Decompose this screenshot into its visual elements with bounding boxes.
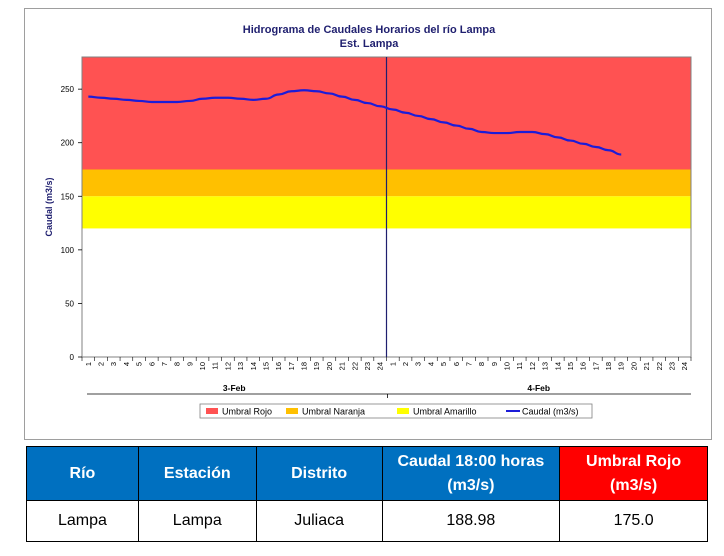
x-tick-label: 22 — [350, 362, 359, 370]
x-tick-label: 19 — [617, 362, 626, 370]
x-tick-label: 12 — [528, 362, 537, 370]
y-tick-label: 150 — [61, 192, 75, 201]
cell-umbral-rojo: 175.0 — [559, 500, 708, 542]
x-tick-label: 3 — [414, 362, 423, 366]
x-tick-label: 4 — [122, 362, 131, 366]
legend-swatch — [397, 408, 409, 414]
header-umbral-rojo: Umbral Rojo (m3/s) — [559, 446, 708, 501]
x-tick-label: 14 — [249, 362, 258, 370]
legend-swatch — [286, 408, 298, 414]
x-tick-label: 10 — [503, 362, 512, 370]
x-tick-label: 1 — [84, 362, 93, 366]
x-tick-label: 16 — [579, 362, 588, 370]
x-tick-label: 7 — [160, 362, 169, 366]
station-info-table: Río Estación Distrito Caudal 18:00 horas… — [26, 446, 708, 542]
legend-box — [199, 403, 593, 419]
x-tick-label: 17 — [591, 362, 600, 370]
series-line-caudal — [88, 89, 622, 156]
cell-estacion: Lampa — [137, 500, 257, 542]
x-tick-label: 5 — [135, 362, 144, 366]
y-tick-label: 0 — [70, 353, 75, 362]
x-tick-label: 22 — [655, 362, 664, 370]
x-tick-label: 8 — [477, 362, 486, 366]
x-tick-label: 20 — [629, 362, 638, 370]
cell-distrito: Juliaca — [255, 500, 383, 542]
legend-swatch — [206, 408, 218, 414]
x-tick-label: 6 — [452, 362, 461, 366]
legend-entry: Umbral Naranja — [302, 407, 365, 417]
y-tick-label: 50 — [65, 299, 74, 308]
table-row: Lampa Lampa Juliaca 188.98 175.0 — [26, 500, 708, 542]
x-tick-label: 1 — [388, 362, 397, 366]
x-tick-label: 9 — [185, 362, 194, 366]
x-tick-label: 20 — [325, 362, 334, 370]
x-tick-label: 24 — [376, 362, 385, 370]
x-tick-label: 9 — [490, 362, 499, 366]
x-tick-label: 21 — [642, 362, 651, 370]
legend-entry: Caudal (m3/s) — [522, 407, 579, 417]
chart-title: Hidrograma de Caudales Horarios del río … — [243, 24, 496, 36]
y-tick-label: 200 — [61, 139, 75, 148]
header-estacion: Estación — [137, 446, 257, 501]
y-tick-label: 100 — [61, 246, 75, 255]
hydrograph-chart: Hidrograma de Caudales Horarios del río … — [44, 24, 692, 419]
x-tick-label: 11 — [515, 362, 524, 370]
x-tick-label: 2 — [97, 362, 106, 366]
y-tick-label: 250 — [61, 85, 75, 94]
x-tick-label: 16 — [274, 362, 283, 370]
table-header-row: Río Estación Distrito Caudal 18:00 horas… — [26, 446, 708, 501]
x-tick-label: 12 — [223, 362, 232, 370]
x-tick-label: 17 — [287, 362, 296, 370]
x-tick-label: 24 — [680, 362, 689, 370]
x-tick-label: 13 — [541, 362, 550, 370]
header-distrito: Distrito — [255, 446, 383, 501]
legend-entry: Umbral Amarillo — [413, 407, 477, 417]
cell-rio: Lampa — [26, 500, 139, 542]
x-tick-label: 7 — [464, 362, 473, 366]
x-tick-label: 15 — [566, 362, 575, 370]
chart-subtitle: Est. Lampa — [340, 38, 400, 50]
y-axis-title: Caudal (m3/s) — [44, 177, 54, 236]
day-label: 3-Feb — [223, 383, 246, 393]
cell-caudal: 188.98 — [381, 500, 561, 542]
chart-legend: Umbral Rojo Umbral Naranja Umbral Amarillo… — [199, 403, 593, 419]
x-tick-label: 14 — [553, 362, 562, 370]
x-tick-label: 3 — [109, 362, 118, 366]
x-tick-label: 8 — [173, 362, 182, 366]
legend-entry: Umbral Rojo — [222, 407, 272, 417]
x-tick-label: 6 — [147, 362, 156, 366]
day-label: 4-Feb — [527, 383, 550, 393]
x-tick-label: 18 — [604, 362, 613, 370]
x-tick-label: 23 — [667, 362, 676, 370]
x-tick-label: 15 — [261, 362, 270, 370]
x-tick-label: 18 — [300, 362, 309, 370]
header-rio: Río — [26, 446, 139, 501]
header-caudal: Caudal 18:00 horas (m3/s) — [381, 446, 561, 501]
x-tick-label: 23 — [363, 362, 372, 370]
x-tick-label: 5 — [439, 362, 448, 366]
x-tick-label: 13 — [236, 362, 245, 370]
x-tick-label: 21 — [338, 362, 347, 370]
x-tick-label: 4 — [426, 362, 435, 366]
x-tick-label: 19 — [312, 362, 321, 370]
chart-frame: Hidrograma de Caudales Horarios del río … — [24, 8, 712, 440]
x-tick-label: 10 — [198, 362, 207, 370]
x-tick-label: 11 — [211, 362, 220, 370]
x-tick-label: 2 — [401, 362, 410, 366]
